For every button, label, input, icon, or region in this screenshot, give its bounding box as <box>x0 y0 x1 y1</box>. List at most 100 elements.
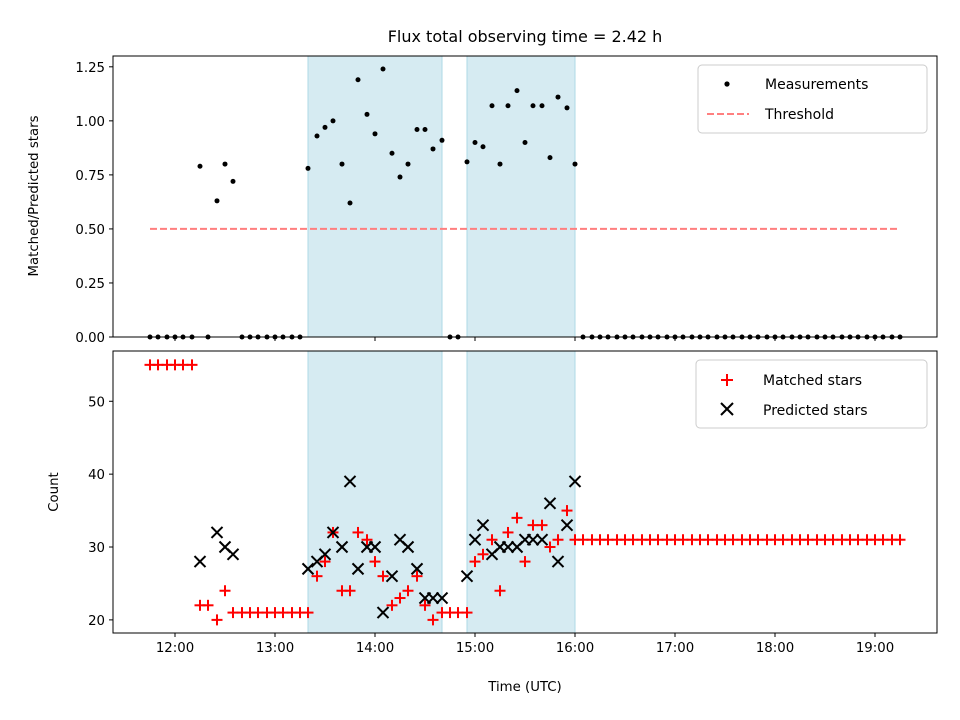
data-point <box>330 118 336 124</box>
marker-stroke <box>368 540 382 554</box>
marker-stroke <box>476 518 490 532</box>
axes-frame <box>112 350 938 634</box>
y-tick-label: 30 <box>88 541 105 556</box>
data-point <box>551 555 565 568</box>
x-tick-label: 19:00 <box>856 641 894 656</box>
series-matched-stars <box>144 359 906 626</box>
data-point <box>318 548 332 561</box>
marker-stroke <box>543 497 557 510</box>
data-point <box>322 124 328 130</box>
ratio-axes: 0.00 0.25 0.50 0.75 1.00 1.25 <box>75 55 938 346</box>
data-point <box>339 161 345 167</box>
marker-stroke <box>401 540 415 554</box>
data-point <box>476 518 490 532</box>
data-point <box>460 569 474 583</box>
data-point <box>539 103 545 109</box>
y-tick-label: 0.50 <box>75 223 105 238</box>
count-legend-box <box>695 359 928 429</box>
data-point <box>547 155 553 161</box>
data-point <box>526 533 540 546</box>
marker-stroke <box>301 562 315 576</box>
data-point <box>511 512 523 524</box>
data-point <box>326 526 340 539</box>
data-point <box>414 126 420 132</box>
count-panel: 20 30 40 50 12:00 13:00 14:00 15:00 16:00 17:00 18… <box>47 350 938 695</box>
x-tick-label: 16:00 <box>556 641 594 656</box>
data-point <box>544 541 556 553</box>
data-point <box>397 174 403 180</box>
marker-stroke <box>435 591 449 605</box>
shaded-interval-1 <box>307 55 443 338</box>
data-point <box>480 144 486 150</box>
y-tick-label: 0.75 <box>75 169 105 184</box>
marker-stroke <box>326 526 340 539</box>
data-point <box>226 548 240 561</box>
y-tick-label: 40 <box>88 468 105 483</box>
marker-stroke <box>426 591 440 605</box>
data-point <box>380 66 386 72</box>
data-point <box>193 555 207 568</box>
data-point <box>519 556 531 568</box>
ratio-y-axis-label: Matched/Predicted stars <box>27 115 42 276</box>
legend-label-matched: Matched stars <box>763 373 862 389</box>
count-y-axis-label: Count <box>47 472 62 512</box>
data-point <box>385 569 399 583</box>
data-point <box>430 146 436 152</box>
marker-stroke <box>568 475 582 488</box>
y-tick-label: 50 <box>88 395 105 410</box>
data-point <box>230 178 236 184</box>
data-point <box>214 198 220 204</box>
data-point <box>426 591 440 605</box>
count-legend: Matched stars Predicted stars <box>695 359 928 429</box>
data-point <box>468 533 482 546</box>
data-point <box>335 540 349 554</box>
marker-stroke <box>393 533 407 546</box>
marker-stroke <box>210 526 224 539</box>
marker-stroke <box>376 606 390 619</box>
observing-intervals-bottom <box>307 350 576 634</box>
data-point <box>561 505 573 517</box>
marker-stroke <box>468 533 482 546</box>
y-tick-label: 0.00 <box>75 331 105 346</box>
data-point <box>301 562 315 576</box>
data-point <box>377 570 389 582</box>
data-point <box>376 606 390 619</box>
x-tick-label: 15:00 <box>456 641 494 656</box>
marker-stroke <box>385 569 399 583</box>
data-point <box>368 540 382 554</box>
data-point <box>386 599 398 611</box>
data-point <box>469 556 481 568</box>
x-tick-label: 17:00 <box>656 641 694 656</box>
y-tick-label: 0.25 <box>75 277 105 292</box>
data-point <box>305 165 311 171</box>
axes-frame <box>112 55 938 338</box>
marker-stroke <box>318 548 332 561</box>
data-point <box>355 77 361 83</box>
data-point <box>502 526 514 538</box>
x-tick-label: 12:00 <box>156 641 194 656</box>
data-point <box>552 534 564 546</box>
data-point <box>572 161 578 167</box>
data-point <box>361 534 373 546</box>
y-tick-label: 20 <box>88 614 105 629</box>
marker-stroke <box>343 475 357 488</box>
ratio-legend: Measurements Threshold <box>697 64 928 134</box>
marker-stroke <box>460 569 474 583</box>
data-point <box>219 585 231 597</box>
legend-label-threshold: Threshold <box>764 107 834 123</box>
y-tick-label: 1.25 <box>75 61 105 76</box>
legend-label-measurements: Measurements <box>765 77 868 93</box>
data-point <box>344 585 356 597</box>
data-point <box>411 570 423 582</box>
x-tick-label: 18:00 <box>756 641 794 656</box>
marker-stroke <box>551 555 565 568</box>
legend-label-predicted: Predicted stars <box>763 403 868 419</box>
data-point <box>497 161 503 167</box>
data-point <box>405 161 411 167</box>
data-point <box>564 105 570 111</box>
count-axes: 20 30 40 50 12:00 13:00 14:00 15:00 16:00 17:00 18… <box>88 350 938 656</box>
data-point <box>197 163 203 169</box>
marker-stroke <box>526 533 540 546</box>
marker-stroke <box>501 540 515 554</box>
